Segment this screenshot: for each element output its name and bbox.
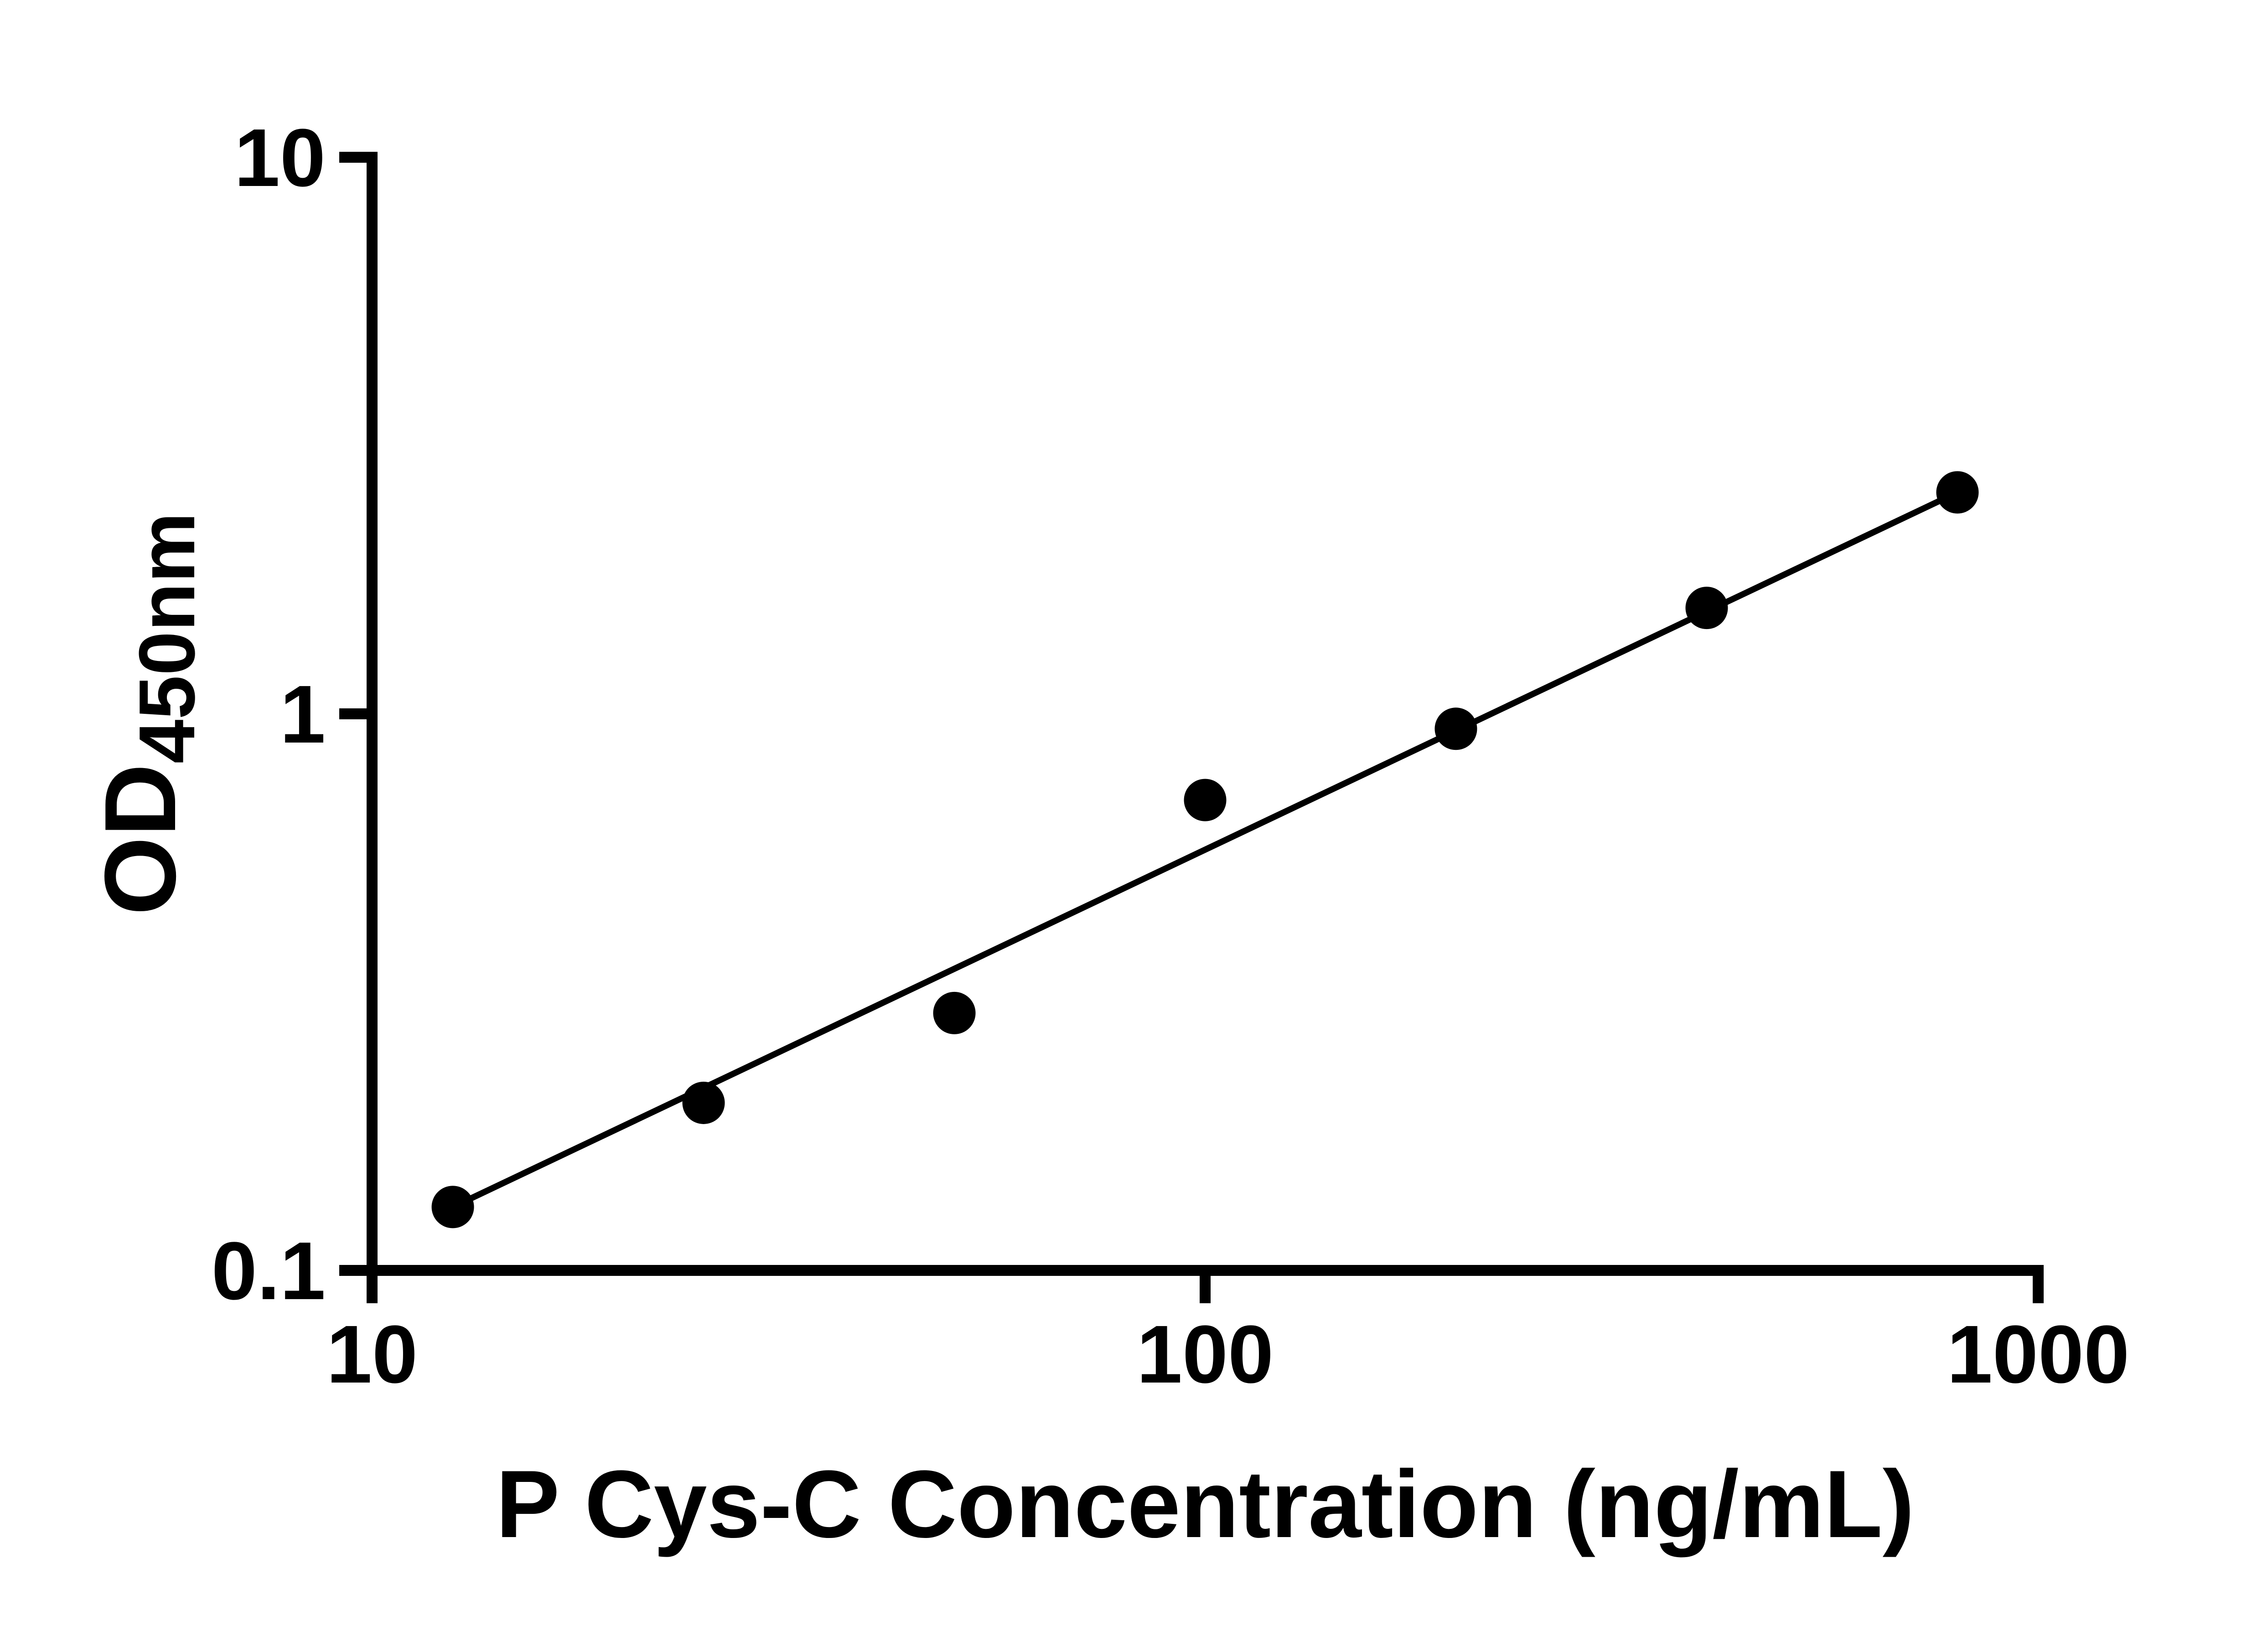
data-point	[1434, 707, 1477, 750]
trend-line	[451, 490, 1959, 1210]
x-axis-tick-label: 1000	[1947, 1309, 2129, 1400]
data-point	[1936, 471, 1979, 514]
x-axis-tick-label: 10	[326, 1309, 418, 1400]
data-layer	[431, 471, 1979, 1228]
y-axis-tick-label: 0.1	[212, 1225, 326, 1317]
data-point	[682, 1081, 725, 1124]
x-axis-tick-label: 100	[1137, 1309, 1274, 1400]
data-point	[1685, 587, 1728, 630]
y-axis-tick-label: 1	[280, 669, 326, 760]
data-point	[933, 991, 976, 1034]
y-axis-title: OD450nm	[84, 512, 211, 915]
data-point	[431, 1186, 474, 1228]
y-axis-title-main: OD	[84, 764, 197, 915]
y-axis-title-subscript: 450nm	[122, 512, 211, 764]
axes-layer	[339, 152, 2044, 1303]
data-point	[1184, 779, 1227, 821]
y-axis-tick-label: 10	[234, 112, 326, 204]
tick-label-layer: 10 100 1000 10 1 0.1	[212, 112, 2129, 1400]
x-axis-title: P Cys-C Concentration (ng/mL)	[496, 1450, 1914, 1558]
